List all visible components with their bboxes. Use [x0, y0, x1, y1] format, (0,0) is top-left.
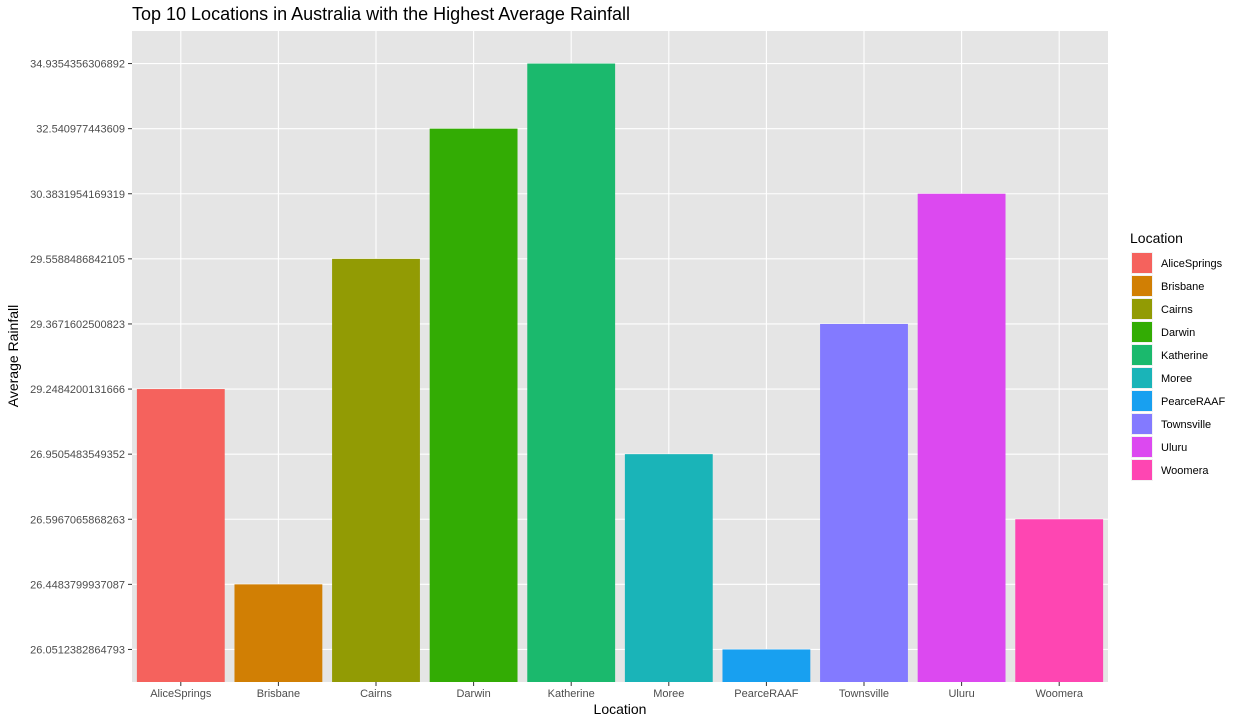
legend-swatch-townsville	[1132, 414, 1152, 434]
legend-swatch-cairns	[1132, 299, 1152, 319]
y-tick-label: 34.9354356306892	[30, 59, 125, 71]
legend-swatch-pearceraaf	[1132, 391, 1152, 411]
legend-swatch-moree	[1132, 368, 1152, 388]
y-tick-label: 26.4483799937087	[30, 579, 125, 591]
x-axis-title: Location	[594, 701, 647, 717]
y-tick-label: 26.5967065868263	[30, 514, 125, 526]
legend-label-cairns: Cairns	[1161, 304, 1193, 316]
y-tick-label: 29.2484200131666	[30, 384, 125, 396]
x-tick-label: Brisbane	[257, 688, 300, 700]
y-tick-label: 26.9505483549352	[30, 449, 125, 461]
bar-moree	[624, 454, 713, 682]
y-tick-label: 26.0512382864793	[30, 644, 125, 656]
legend-swatch-woomera	[1132, 460, 1152, 480]
legend-label-brisbane: Brisbane	[1161, 281, 1204, 293]
legend-swatch-katherine	[1132, 345, 1152, 365]
bar-cairns	[332, 258, 420, 682]
x-tick-label: Moree	[653, 688, 684, 700]
bar-uluru	[917, 193, 1006, 682]
bar-brisbane	[234, 584, 323, 682]
x-tick-label: Woomera	[1035, 688, 1083, 700]
y-tick-label: 30.3831954169319	[30, 189, 125, 201]
x-tick-label: Darwin	[456, 688, 490, 700]
bar-woomera	[1015, 519, 1104, 682]
bar-darwin	[429, 128, 518, 682]
legend-label-alicesprings: AliceSprings	[1161, 258, 1223, 270]
legend-label-moree: Moree	[1161, 373, 1192, 385]
legend-label-townsville: Townsville	[1161, 419, 1211, 431]
x-tick-label: AliceSprings	[150, 688, 212, 700]
x-tick-label: Uluru	[948, 688, 974, 700]
y-axis: 26.0512382864793 26.4483799937087 26.59670…	[30, 59, 132, 656]
bar-townsville	[820, 323, 908, 682]
legend-label-katherine: Katherine	[1161, 350, 1208, 362]
legend-label-darwin: Darwin	[1161, 327, 1195, 339]
legend-swatch-darwin	[1132, 322, 1152, 342]
chart-title: Top 10 Locations in Australia with the H…	[132, 4, 630, 24]
x-axis: AliceSprings Brisbane Cairns Darwin Katherin…	[150, 682, 1084, 700]
y-tick-label: 32.540977443609	[36, 124, 125, 136]
legend-label-pearceraaf: PearceRAAF	[1161, 396, 1225, 408]
y-tick-label: 29.3671602500823	[30, 319, 125, 331]
y-axis-title: Average Rainfall	[5, 305, 21, 407]
bars	[136, 63, 1104, 683]
legend-swatch-brisbane	[1132, 276, 1152, 296]
legend-label-woomera: Woomera	[1161, 465, 1209, 477]
x-tick-label: PearceRAAF	[734, 688, 798, 700]
x-tick-label: Townsville	[839, 688, 889, 700]
legend-title: Location	[1130, 230, 1183, 246]
bar-alicesprings	[136, 389, 225, 682]
legend-swatch-alicesprings	[1132, 253, 1152, 273]
x-tick-label: Katherine	[548, 688, 595, 700]
y-tick-label: 29.5588486842105	[30, 254, 125, 266]
legend-label-uluru: Uluru	[1161, 442, 1187, 454]
x-tick-label: Cairns	[360, 688, 392, 700]
legend: Location AliceSprings Brisbane Cairns Darwi…	[1130, 230, 1225, 481]
legend-swatch-uluru	[1132, 437, 1152, 457]
bar-pearceraaf	[722, 649, 811, 682]
bar-katherine	[527, 63, 616, 683]
